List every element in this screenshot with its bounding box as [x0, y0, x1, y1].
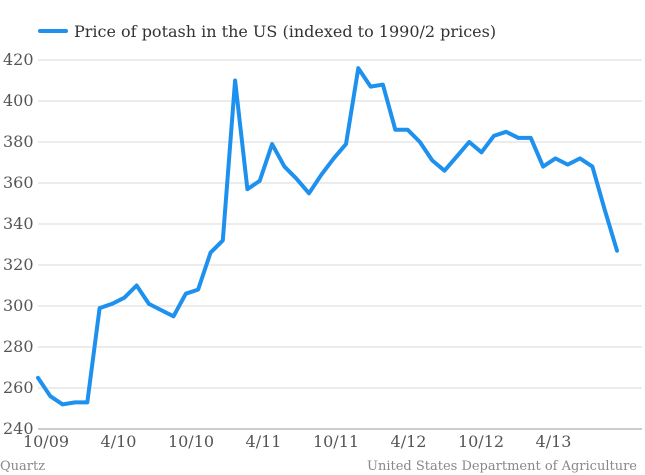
- source-left: Quartz: [0, 459, 45, 474]
- y-tick-label: 340: [3, 214, 34, 233]
- x-tick-label: 4/13: [536, 432, 572, 451]
- x-tick-label: 10/11: [313, 432, 359, 451]
- x-tick-label: 10/10: [168, 432, 214, 451]
- y-tick-label: 300: [3, 296, 34, 315]
- legend: Price of potash in the US (indexed to 19…: [38, 22, 496, 41]
- x-tick-label: 4/10: [101, 432, 137, 451]
- x-axis: 10/09 4/10 10/10 4/11 10/11 4/12 10/12 4/13: [23, 432, 572, 451]
- x-tick-label: 10/09: [23, 432, 69, 451]
- y-tick-label: 380: [3, 132, 34, 151]
- source-right: United States Department of Agriculture: [367, 459, 637, 474]
- series-line: [36, 66, 619, 407]
- y-tick-label: 360: [3, 173, 34, 192]
- y-axis: 240 260 280 300 320 340 360 380 400 420: [3, 50, 34, 438]
- x-tick-label: 4/11: [246, 432, 282, 451]
- legend-label: Price of potash in the US (indexed to 19…: [74, 22, 496, 41]
- y-tick-label: 420: [3, 50, 34, 69]
- y-tick-label: 240: [3, 419, 34, 438]
- y-tick-label: 280: [3, 337, 34, 356]
- series-group: [36, 66, 619, 407]
- grid-lines: [38, 59, 642, 430]
- y-tick-label: 260: [3, 378, 34, 397]
- x-tick-label: 4/12: [391, 432, 427, 451]
- y-tick-label: 320: [3, 255, 34, 274]
- x-tick-label: 10/12: [458, 432, 504, 451]
- y-tick-label: 400: [3, 91, 34, 110]
